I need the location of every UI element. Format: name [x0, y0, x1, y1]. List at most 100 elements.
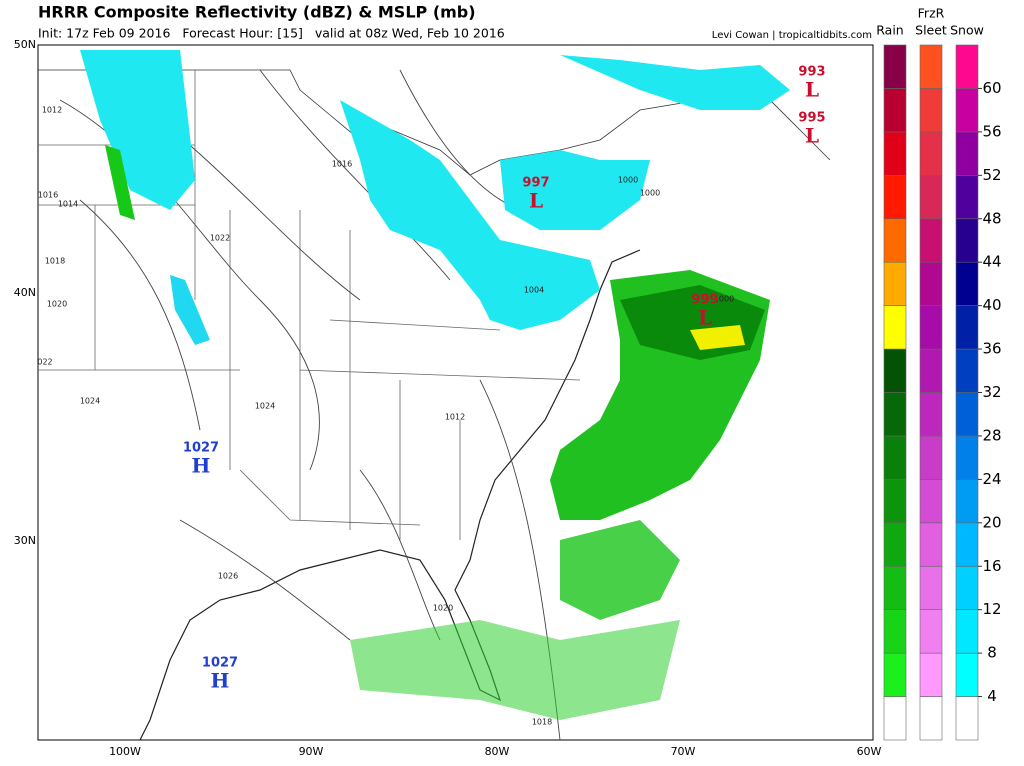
pressure-value: 997 [522, 176, 549, 191]
pressure-letter: H [211, 669, 230, 693]
legend-swatch [955, 479, 979, 524]
legend-tick-label: 12 [982, 600, 1001, 618]
isobar-label: 1004 [524, 286, 544, 295]
isobar-label: 1020 [433, 604, 453, 613]
legend-swatch [883, 479, 907, 524]
lon-label: 70W [671, 745, 696, 758]
isobar-label: 1012 [445, 413, 465, 422]
legend-swatch [955, 652, 979, 697]
credit: Levi Cowan | tropicaltidbits.com [712, 30, 872, 41]
isobar-label: 1024 [80, 397, 100, 406]
legend-swatch [919, 305, 943, 350]
isobar-label: 1022 [210, 234, 230, 243]
pressure-letter: L [529, 189, 543, 213]
legend-tick-label: 16 [982, 557, 1001, 575]
legend-tick-label: 4 [987, 687, 997, 705]
lat-label: 30N [14, 534, 36, 547]
legend-swatch [883, 44, 907, 89]
legend-swatch [883, 435, 907, 480]
isobar-label: 1024 [255, 402, 275, 411]
isobar-label: 1014 [58, 200, 78, 209]
lat-label: 50N [14, 38, 36, 51]
isobar-label: 1000 [640, 189, 660, 198]
legend-tick-label: 36 [982, 340, 1001, 358]
legend-swatch [919, 348, 943, 393]
isobar-label: 1012 [42, 106, 62, 115]
legend-swatch [883, 609, 907, 654]
legend-swatch [955, 522, 979, 567]
pressure-letter: L [805, 78, 819, 102]
isobar-label: 1018 [45, 257, 65, 266]
legend-tick-label: 28 [982, 426, 1001, 444]
legend-swatch [919, 88, 943, 133]
pressure-value: 999 [691, 293, 718, 308]
legend-swatch [919, 392, 943, 437]
isobar-label: 1016 [38, 191, 58, 200]
pressure-value: 993 [798, 65, 825, 80]
legend-swatch [955, 261, 979, 306]
legend-tick-label: 48 [982, 209, 1001, 227]
legend-tick-label: 20 [982, 513, 1001, 531]
legend-swatch [883, 565, 907, 610]
legend-swatch [883, 392, 907, 437]
legend-swatch [883, 261, 907, 306]
lon-label: 60W [857, 745, 882, 758]
pressure-value: 1027 [183, 441, 219, 456]
legend-swatch [883, 175, 907, 220]
legend-tick-label: 56 [982, 122, 1001, 140]
legend-tick-label: 44 [982, 253, 1001, 271]
isobar-label: 1000 [618, 176, 638, 185]
legend-tick-label: 8 [987, 644, 997, 662]
legend-swatch [955, 175, 979, 220]
pressure-letter: L [805, 124, 819, 148]
legend-swatch [955, 435, 979, 480]
legend-swatch [883, 131, 907, 176]
legend-swatch [955, 609, 979, 654]
pressure-letter: H [192, 454, 211, 478]
legend-swatch [883, 522, 907, 567]
legend-column-title: Rain [876, 23, 903, 38]
legend-column-title: Snow [950, 23, 984, 38]
legend-column-title: FrzR [918, 6, 945, 21]
legend-swatch [919, 652, 943, 697]
legend-swatch [955, 88, 979, 133]
legend-swatch [883, 348, 907, 393]
legend-swatch [955, 305, 979, 350]
legend-swatch [955, 696, 979, 741]
legend-column-title: Sleet [915, 23, 947, 38]
legend-swatch [883, 218, 907, 263]
legend-swatch [919, 218, 943, 263]
isobar-label: 1026 [218, 572, 238, 581]
isobar-label: 1020 [47, 300, 67, 309]
lon-label: 90W [299, 745, 324, 758]
legend-swatch [919, 44, 943, 89]
isobar-label: 1016 [332, 160, 352, 169]
legend-swatch [919, 175, 943, 220]
legend-swatch [919, 696, 943, 741]
legend-tick-label: 52 [982, 166, 1001, 184]
legend-swatch [919, 609, 943, 654]
pressure-letter: L [698, 306, 712, 330]
legend-tick-label: 24 [982, 470, 1001, 488]
legend-swatch [919, 435, 943, 480]
legend-swatch [955, 392, 979, 437]
legend-tick-label: 60 [982, 79, 1001, 97]
legend-swatch [883, 652, 907, 697]
legend-swatch [955, 44, 979, 89]
legend-swatch [919, 131, 943, 176]
lon-label: 100W [109, 745, 141, 758]
title: HRRR Composite Reflectivity (dBZ) & MSLP… [38, 3, 476, 22]
legend-swatch [919, 479, 943, 524]
pressure-value: 995 [798, 111, 825, 126]
legend-tick-label: 40 [982, 296, 1001, 314]
legend-swatch [955, 565, 979, 610]
subtitle: Init: 17z Feb 09 2016 Forecast Hour: [15… [38, 26, 505, 41]
lon-label: 80W [485, 745, 510, 758]
lat-label: 40N [14, 286, 36, 299]
legend-swatch [919, 565, 943, 610]
legend-swatch [883, 305, 907, 350]
legend-swatch [883, 88, 907, 133]
